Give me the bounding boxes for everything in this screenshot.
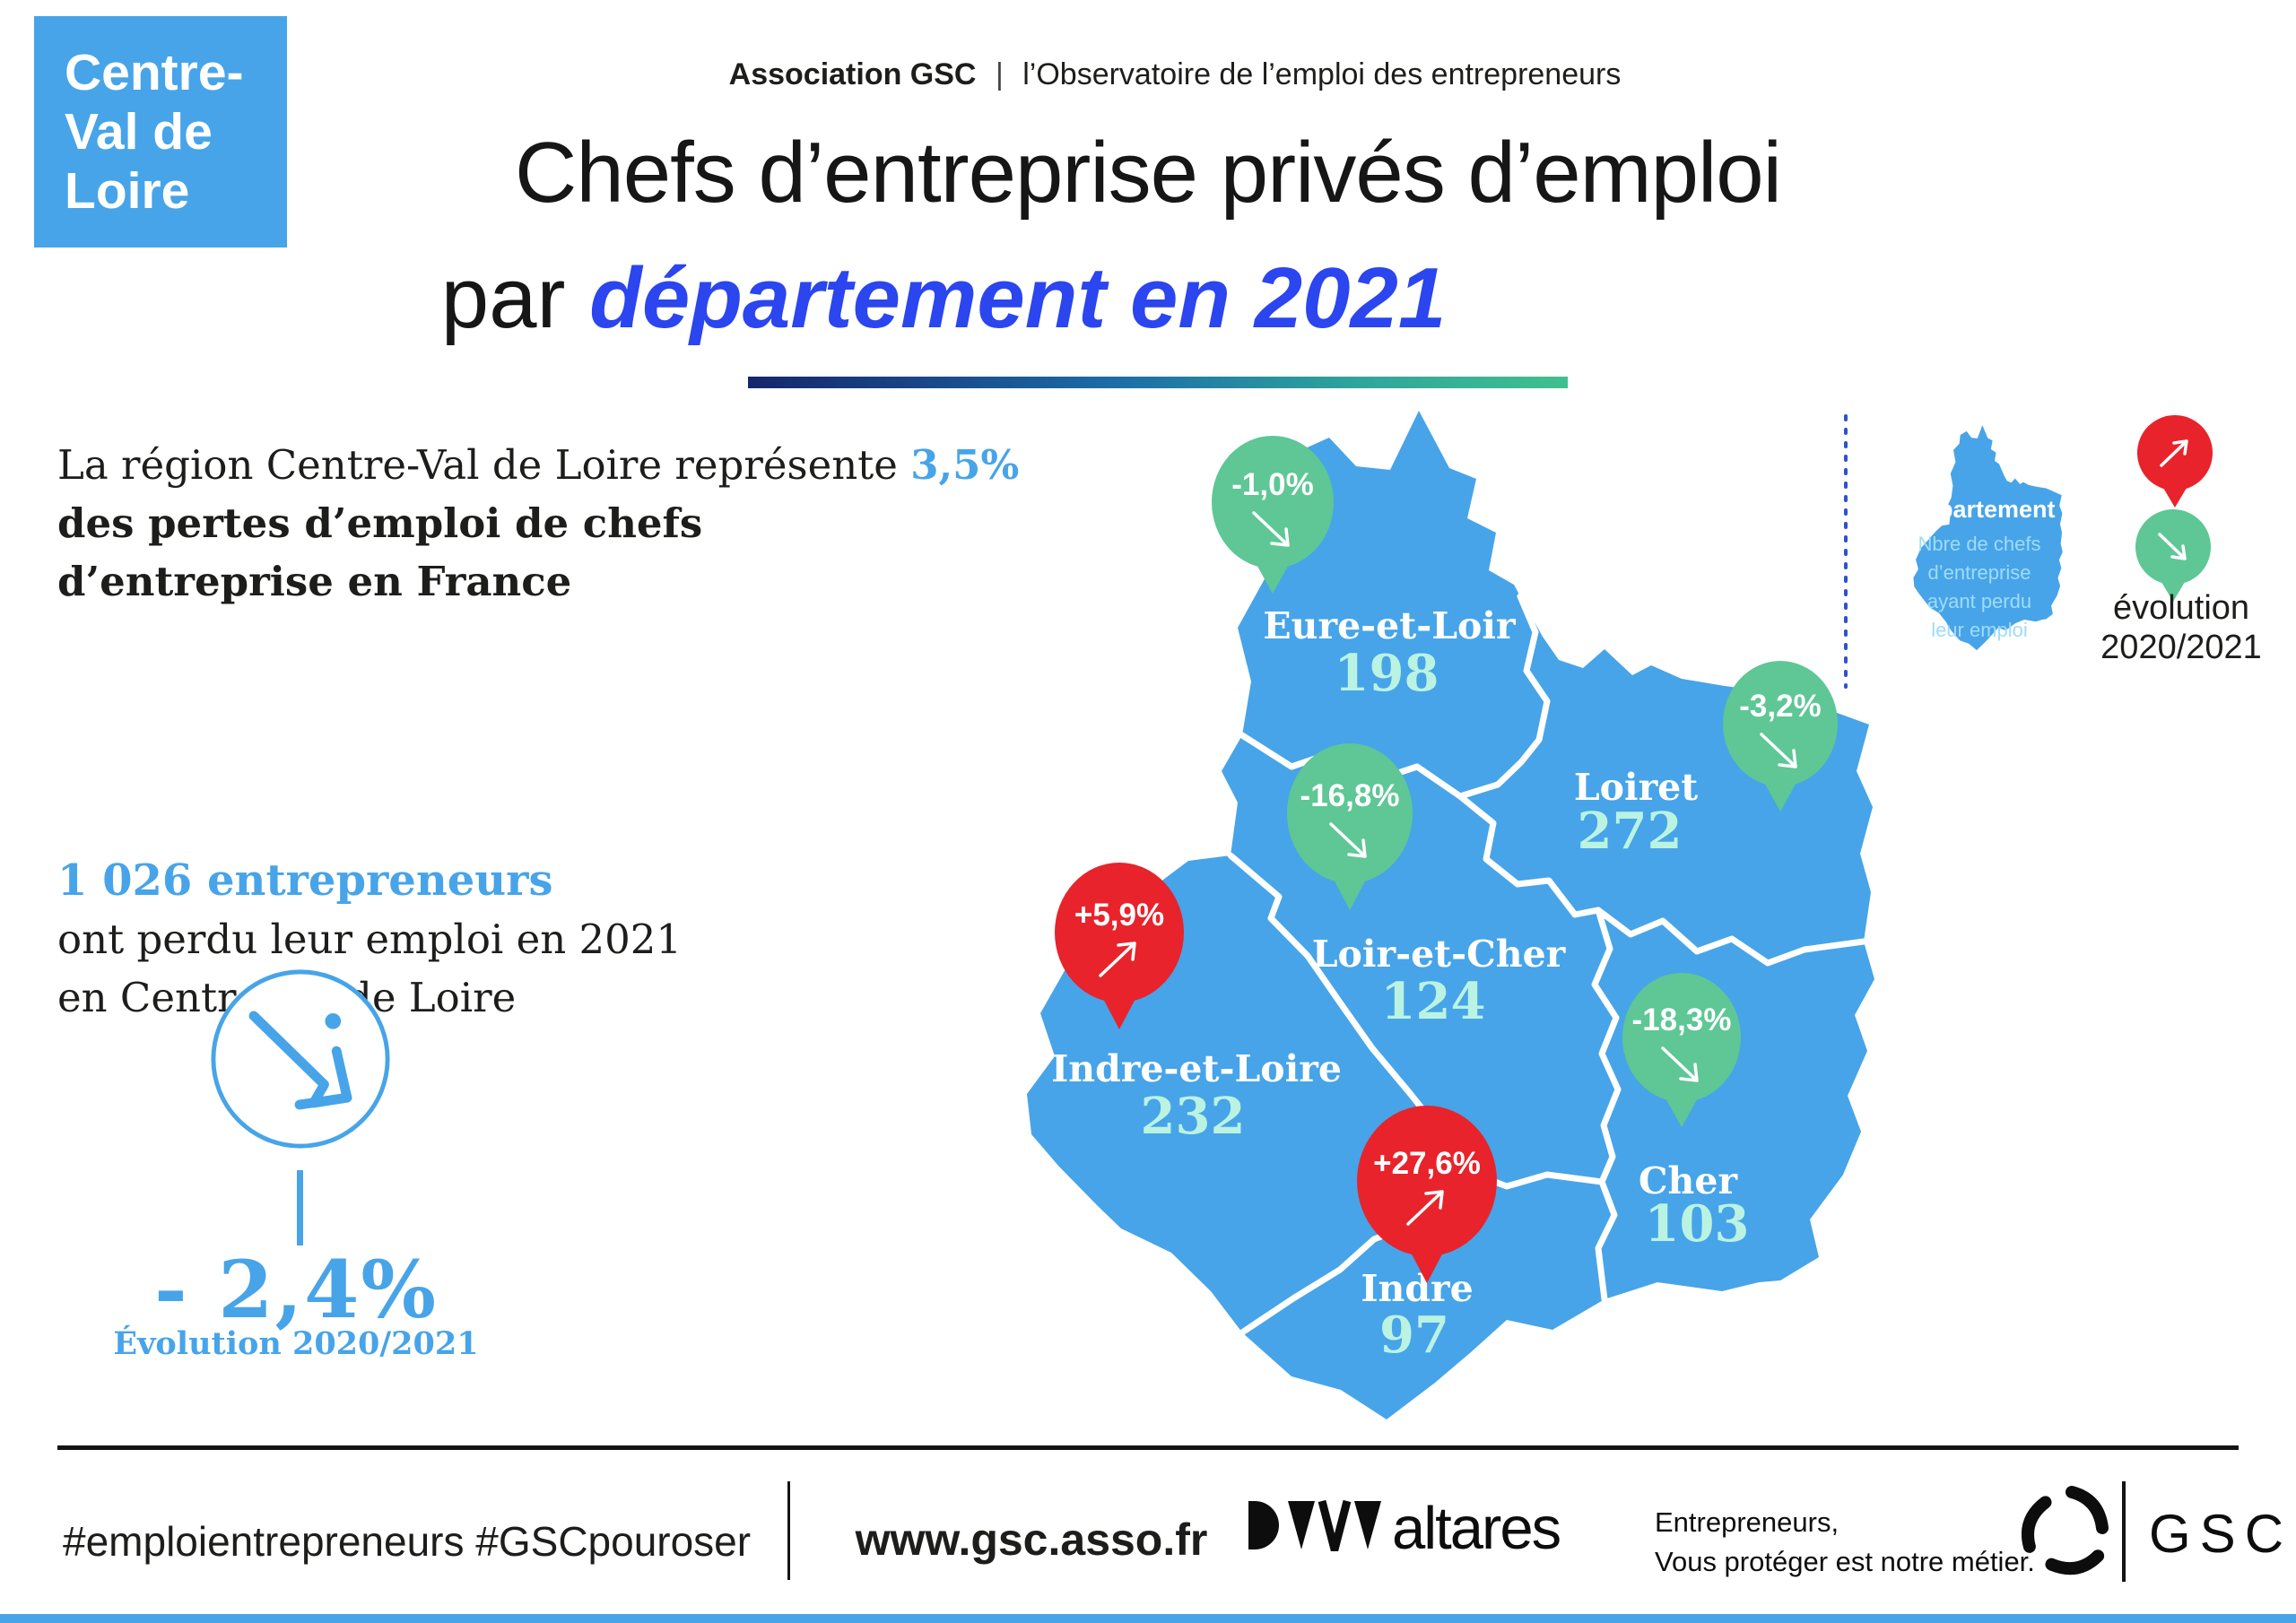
dept-value-loir-et-cher: 124 [1381,972,1486,1031]
trend-down-arrow-icon [2158,533,2187,560]
badge-loir-et-cher: -16,8% [1287,743,1413,910]
region-tag-line3: Loire [65,162,190,220]
evolution-down-arrow-icon [211,969,390,1149]
dept-value-indre: 97 [1379,1306,1449,1365]
trend-down-arrow-icon [1760,733,1797,768]
intro-line2: des pertes d’emploi de chefs [57,499,703,547]
altares-logo-icon [1248,1499,1381,1551]
badge-indre-et-loire: +5,9% [1055,863,1184,1029]
intro-line1-text: La région Centre-Val de Loire représente [57,441,911,489]
trend-down-arrow-icon [1661,1046,1699,1082]
badge-change-indre: +27,6% [1373,1146,1481,1181]
gsc-logo-divider [2122,1481,2126,1582]
badge-loiret: -3,2% [1723,661,1838,812]
dept-value-loiret: 272 [1578,802,1683,861]
region-evolution-label: Évolution 2020/2021 [113,1325,479,1362]
region-tag-box: Centre- Val de Loire [34,16,287,247]
dept-name-cher: Cher [1639,1159,1739,1202]
legend-evolution-line2: 2020/2021 [2100,629,2262,666]
dept-value-cher: 103 [1645,1194,1750,1254]
footer-rule [57,1445,2239,1450]
stat-line2: ont perdu leur emploi en 2021 [57,916,683,963]
dept-name-loir-et-cher: Loir-et-Cher [1312,933,1567,976]
intro-line3: d’entreprise en France [57,558,572,605]
badge-change-loir-et-cher: -16,8% [1300,778,1400,813]
footer-tagline2: Vous protéger est notre métier. [1655,1546,2035,1577]
altares-logo-label: altares [1392,1495,1561,1562]
legend-pin-decrease [2135,509,2211,602]
bottom-accent-strip [0,1614,2296,1623]
trend-down-arrow-icon [1252,511,1290,547]
legend-sub-line4: leur emploi [1931,619,2028,641]
trend-up-arrow-icon [2160,439,2188,467]
badge-eure-et-loir: -1,0% [1212,436,1334,594]
header-observatory: l’Observatoire de l’emploi des entrepren… [1022,57,1622,91]
trend-down-arrow-icon [1329,822,1367,858]
intro-paragraph: La région Centre-Val de Loire représente… [57,436,1089,611]
dept-value-eure-et-loir: 198 [1335,644,1439,703]
page-title-line1: Chefs d’entreprise privés d’emploi [515,125,1782,221]
legend-department-label: Département [1907,496,2055,523]
region-evolution-value: - 2,4% [154,1243,438,1336]
title-underline-gradient [748,377,1568,388]
department-labels: Eure-et-Loir 198 Loiret 272 Loir-et-Cher… [1051,604,1749,1365]
legend-sub-line3: ayant perdu [1927,590,2031,612]
gsc-logo-icon [2021,1486,2109,1575]
legend-sub-line2: d’entreprise [1928,561,2031,584]
badge-change-eure-et-loir: -1,0% [1231,467,1313,502]
region-map: Eure-et-Loir 198 Loiret 272 Loir-et-Cher… [1027,411,1874,1419]
dept-name-loiret: Loiret [1574,766,1698,809]
region-tag-text: Centre- Val de Loire [34,16,287,221]
dept-value-indre-et-loire: 232 [1141,1087,1246,1146]
connector-line [297,1170,303,1245]
legend-pin-increase [2137,415,2213,508]
intro-share-value: 3,5% [910,441,1020,489]
trend-up-arrow-icon [1099,942,1136,977]
page-title-line2: par département en 2021 [0,249,1887,348]
title-line2-highlight: département en 2021 [589,250,1447,346]
badge-change-cher: -18,3% [1632,1002,1732,1037]
legend-evolution-line1: évolution [2113,589,2249,627]
legend-sub-line1: Nbre de chefs [1918,533,2041,555]
header: Association GSC | l’Observatoire de l’em… [601,57,1749,92]
badge-change-indre-et-loire: +5,9% [1074,898,1164,933]
header-org: Association GSC [728,57,977,91]
dept-name-eure-et-loir: Eure-et-Loir [1263,604,1517,647]
footer-website-link[interactable]: www.gsc.asso.fr [855,1515,1208,1565]
footer-tagline1: Entrepreneurs, [1655,1506,1839,1538]
map-legend: Département Nbre de chefs d’entreprise a… [1844,414,2262,689]
stat-count: 1 026 entrepreneurs [57,855,553,906]
title-line2-prefix: par [440,250,590,346]
dept-name-indre-et-loire: Indre-et-Loire [1051,1047,1342,1090]
gsc-logo-label: GSC [2149,1504,2293,1564]
intro-line1: La région Centre-Val de Loire représente… [57,436,1089,494]
trend-up-arrow-icon [1406,1190,1444,1226]
badge-change-loiret: -3,2% [1739,689,1821,724]
footer-divider [787,1481,790,1580]
dept-name-indre: Indre [1361,1267,1473,1310]
region-tag-line1: Centre- [65,44,244,101]
footer-hashtags: #emploientrepreneurs #GSCpouroser [63,1518,752,1565]
badge-cher: -18,3% [1622,973,1741,1127]
footer-taglines: Entrepreneurs, Vous protéger est notre m… [1655,1503,2035,1582]
badge-indre: +27,6% [1357,1106,1497,1283]
region-tag-line2: Val de [65,103,213,161]
header-separator: | [995,57,1004,91]
